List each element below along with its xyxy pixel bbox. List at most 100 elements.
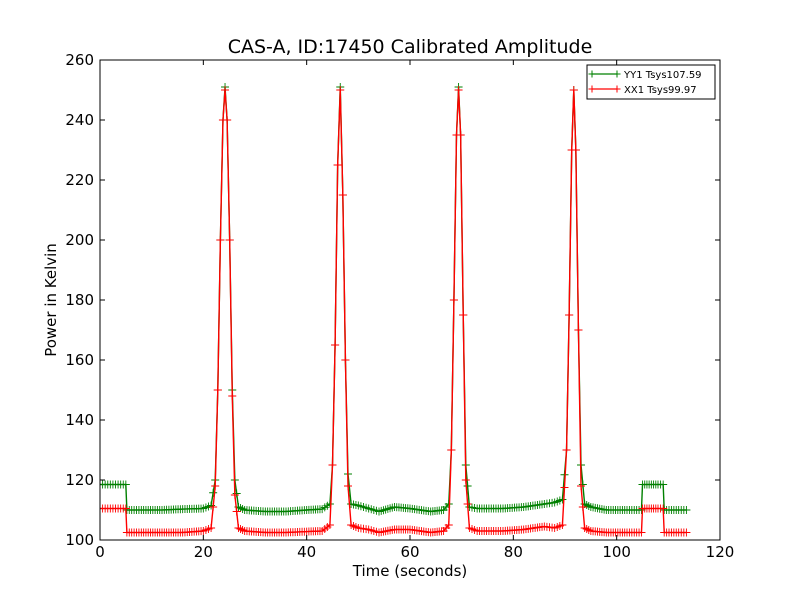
data-point [386, 504, 395, 513]
data-point [238, 526, 247, 534]
data-point [454, 86, 463, 94]
data-point [377, 506, 386, 515]
data-point [325, 500, 334, 508]
series-layer [100, 83, 691, 537]
legend-item-1: YY1 Tsys107.59 [588, 70, 702, 81]
x-tick-label: 80 [504, 543, 523, 561]
data-point [444, 521, 453, 529]
data-point [659, 480, 668, 489]
data-point [578, 503, 587, 511]
data-point [121, 504, 130, 513]
x-tick-label: 40 [297, 543, 316, 561]
series-2 [100, 86, 691, 537]
data-point [230, 491, 239, 499]
data-point [582, 525, 591, 533]
data-point [584, 526, 593, 534]
data-point [456, 131, 465, 139]
y-tick-label: 260 [65, 51, 94, 69]
data-point [584, 502, 593, 510]
legend-box [586, 64, 716, 100]
y-tick-label: 180 [65, 291, 94, 309]
data-point [463, 500, 472, 508]
data-point [565, 311, 574, 319]
data-point [682, 506, 691, 514]
data-point [338, 191, 347, 199]
data-point [383, 504, 392, 513]
data-point [447, 446, 456, 454]
data-point [560, 483, 569, 492]
data-point [325, 521, 334, 529]
data-point [344, 482, 352, 490]
data-point [571, 146, 580, 154]
x-tick-label: 100 [602, 543, 631, 561]
data-point [236, 504, 245, 512]
data-point [331, 341, 340, 349]
data-point [216, 236, 225, 244]
data-point [211, 482, 220, 490]
data-point [637, 506, 646, 514]
data-point [209, 503, 218, 511]
data-point [328, 461, 337, 469]
data-point [577, 482, 586, 490]
data-point [238, 505, 247, 513]
data-point [221, 86, 230, 94]
data-point [234, 524, 243, 532]
data-point [121, 480, 130, 489]
axes-layer: 0 20 40 60 80 100 120 100 120 140 160 180 200 220 240 2… [65, 51, 734, 561]
legend-label: XX1 Tsys99.97 [624, 85, 697, 96]
data-point [223, 116, 232, 124]
x-tick-label: 0 [95, 543, 105, 561]
legend-item-2: XX1 Tsys99.97 [588, 85, 697, 96]
legend: YY1 Tsys107.59 XX1 Tsys99.97 [586, 64, 716, 100]
data-point [582, 501, 591, 509]
legend-label: YY1 Tsys107.59 [623, 70, 702, 81]
data-point [381, 505, 390, 514]
x-tick-label: 120 [706, 543, 735, 561]
data-point [375, 507, 383, 516]
y-tick-label: 160 [65, 351, 94, 369]
data-point [637, 528, 646, 537]
data-point [449, 296, 458, 304]
legend-marker [588, 85, 596, 93]
data-point [463, 482, 472, 490]
y-axis-label: Power in Kelvin [42, 243, 60, 357]
legend-marker [588, 70, 596, 78]
legend-marker [613, 70, 621, 78]
y-tick-label: 120 [65, 471, 94, 489]
data-point [580, 524, 589, 532]
data-point [209, 488, 218, 497]
x-tick-label: 60 [400, 543, 419, 561]
data-point [207, 524, 216, 532]
data-point [562, 446, 571, 454]
y-tick-label: 220 [65, 171, 94, 189]
x-axis-label: Time (seconds) [352, 562, 468, 580]
data-point [574, 326, 583, 334]
data-point [578, 480, 587, 489]
data-point [225, 236, 234, 244]
data-point [341, 356, 350, 364]
data-point [333, 161, 342, 169]
chart-title: CAS-A, ID:17450 Calibrated Amplitude [228, 36, 593, 58]
data-point [232, 507, 241, 516]
y-tick-label: 100 [65, 531, 94, 549]
y-tick-label: 200 [65, 231, 94, 249]
data-point [659, 504, 668, 513]
data-point [232, 489, 241, 498]
data-point [336, 86, 345, 94]
data-point [213, 386, 222, 394]
data-point [461, 476, 470, 484]
data-point [558, 521, 567, 529]
data-point [569, 86, 578, 94]
data-point [379, 506, 388, 515]
data-point [459, 311, 468, 319]
data-point [228, 392, 237, 400]
data-point [236, 525, 245, 533]
y-tick-label: 240 [65, 111, 94, 129]
y-tick-label: 140 [65, 411, 94, 429]
legend-marker [613, 85, 621, 93]
data-point [558, 495, 567, 504]
x-tick-label: 20 [194, 543, 213, 561]
data-point [682, 528, 691, 537]
